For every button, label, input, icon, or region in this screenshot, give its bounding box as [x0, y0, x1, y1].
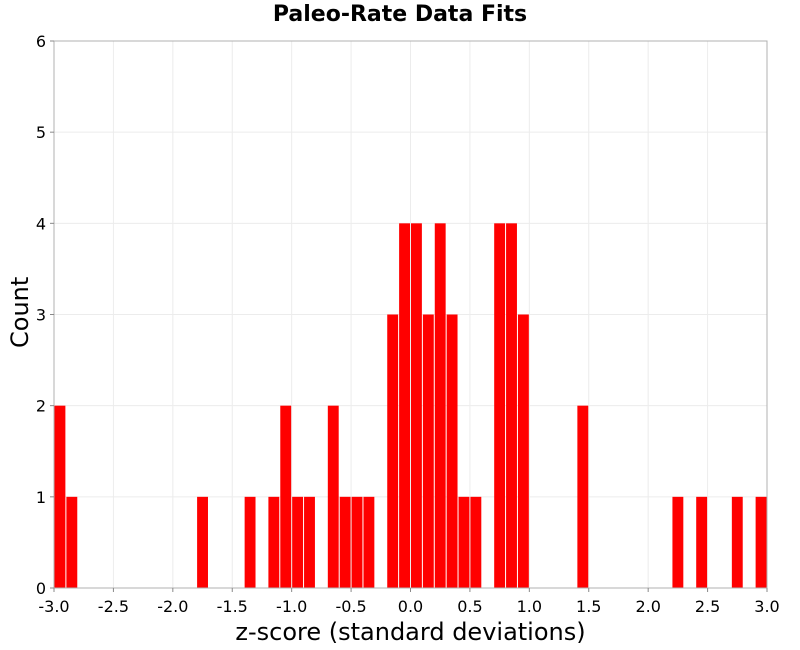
- histogram-bar: [363, 496, 375, 588]
- histogram-bar: [292, 496, 304, 588]
- histogram-bar: [399, 223, 410, 589]
- histogram-bar: [672, 496, 684, 588]
- histogram-bar: [458, 496, 470, 588]
- histogram-bar: [696, 496, 708, 588]
- histogram-bar: [387, 314, 399, 588]
- histogram-bar: [755, 496, 767, 588]
- x-tick-label: 2.0: [635, 597, 660, 616]
- x-tick-label: -3.0: [38, 597, 69, 616]
- x-tick-label: 3.0: [754, 597, 779, 616]
- x-tick-label: 2.5: [695, 597, 720, 616]
- histogram-bar: [66, 496, 78, 588]
- y-tick-label: 0: [36, 579, 46, 598]
- x-tick-label: -2.5: [98, 597, 129, 616]
- x-tick-label: 0.5: [457, 597, 482, 616]
- histogram-bar: [731, 496, 743, 588]
- y-tick-label: 5: [36, 123, 46, 142]
- x-axis-label: z-score (standard deviations): [235, 618, 586, 646]
- histogram-bar: [517, 314, 529, 588]
- histogram-bar: [54, 405, 66, 588]
- histogram-bar: [351, 496, 363, 588]
- histogram-bar: [304, 496, 315, 588]
- y-axis-label: Count: [6, 276, 34, 348]
- histogram-bar: [327, 405, 339, 588]
- histogram-bar: [244, 496, 256, 588]
- histogram-bar: [577, 405, 589, 588]
- x-tick-label: 0.0: [398, 597, 423, 616]
- histogram-bar: [506, 223, 517, 589]
- histogram-bar: [434, 223, 446, 589]
- histogram-bar: [339, 496, 351, 588]
- x-tick-label: -1.5: [217, 597, 248, 616]
- x-tick-label: -2.0: [157, 597, 188, 616]
- chart-title: Paleo-Rate Data Fits: [272, 2, 528, 27]
- y-tick-label: 6: [36, 32, 46, 51]
- histogram-bar: [470, 496, 482, 588]
- histogram-bar: [411, 223, 422, 589]
- histogram-bar: [494, 223, 506, 589]
- x-tick-label: 1.5: [576, 597, 601, 616]
- histogram-bar: [446, 314, 458, 588]
- histogram-bar: [268, 496, 280, 588]
- x-tick-label: -1.0: [276, 597, 307, 616]
- histogram-bar: [422, 314, 434, 588]
- x-tick-label: 1.0: [517, 597, 542, 616]
- histogram-bar: [197, 496, 208, 588]
- y-tick-label: 4: [36, 214, 46, 233]
- x-tick-label: -0.5: [335, 597, 366, 616]
- y-tick-label: 2: [36, 397, 46, 416]
- histogram-bar: [280, 405, 292, 588]
- y-tick-label: 1: [36, 488, 46, 507]
- y-tick-label: 3: [36, 306, 46, 325]
